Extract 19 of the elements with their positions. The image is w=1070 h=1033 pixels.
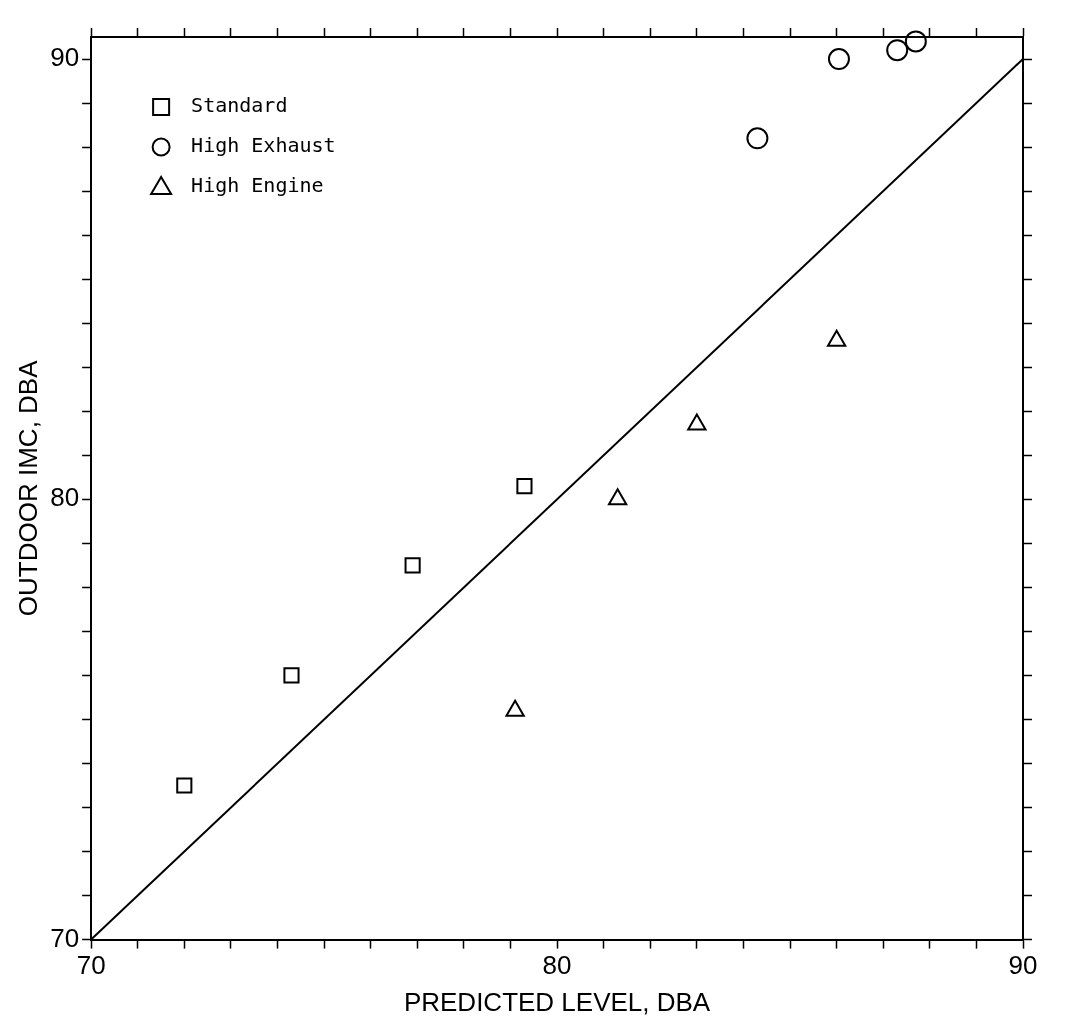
point <box>886 39 909 62</box>
point <box>746 127 769 150</box>
x-tick-label: 70 <box>76 950 106 981</box>
legend-label: High Engine <box>191 173 324 198</box>
point <box>283 667 300 684</box>
x-axis-title: PREDICTED LEVEL, DBA <box>403 986 711 1017</box>
point <box>904 30 927 53</box>
y-tick-label: 70 <box>50 922 80 953</box>
legend-label: High Exhaust <box>191 133 336 158</box>
legend-label: Standard <box>191 93 288 118</box>
y-axis-title: OUTDOOR IMC, DBA <box>12 359 43 617</box>
y-tick-label: 90 <box>50 42 80 73</box>
point <box>827 48 850 71</box>
y-tick-label: 80 <box>50 482 80 513</box>
point <box>176 777 193 794</box>
point <box>404 557 421 574</box>
point <box>516 478 533 495</box>
x-tick-label: 90 <box>1008 950 1038 981</box>
x-tick-label: 80 <box>542 950 572 981</box>
